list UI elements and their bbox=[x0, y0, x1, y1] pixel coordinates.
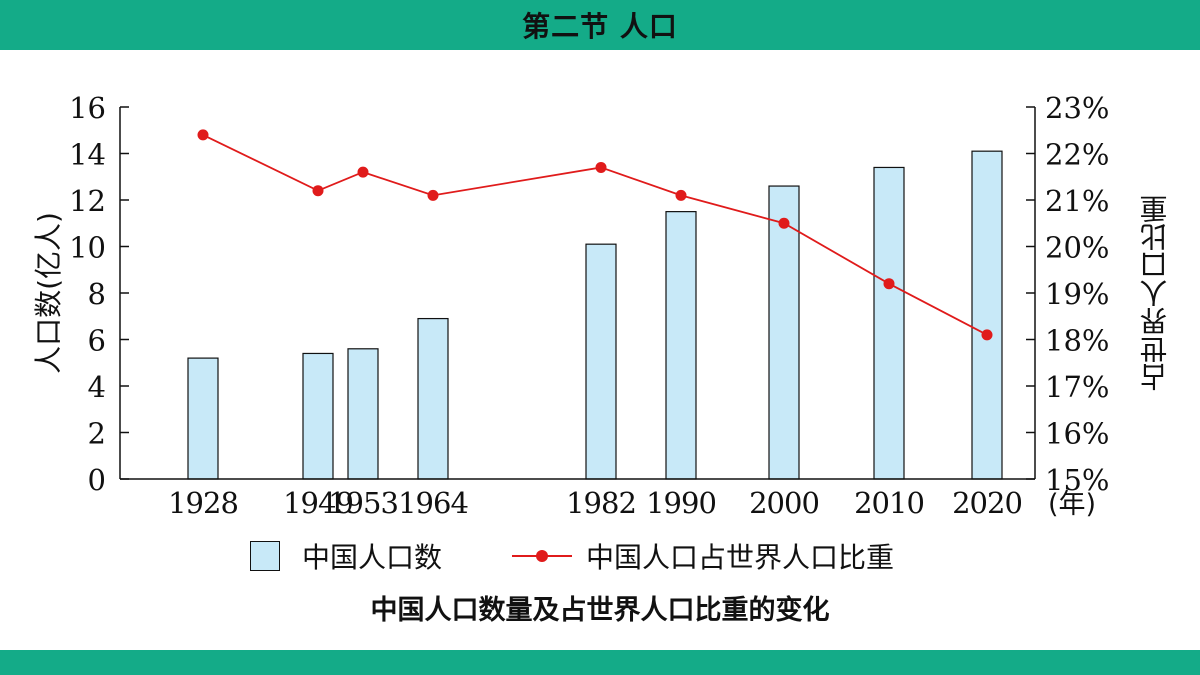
legend-line-label: 中国人口占世界人口比重 bbox=[586, 541, 895, 574]
bar-1982 bbox=[585, 243, 617, 480]
bar-2000 bbox=[768, 185, 800, 480]
share-point-2010 bbox=[883, 278, 895, 290]
share-point-2000 bbox=[778, 217, 790, 229]
bar-2020 bbox=[971, 150, 1003, 480]
x-tick-label-2000: 2000 bbox=[749, 486, 819, 520]
bar-1964 bbox=[417, 317, 449, 480]
share-point-1982 bbox=[595, 161, 607, 173]
share-point-1949 bbox=[312, 185, 324, 197]
left-tick-label-2: 2 bbox=[88, 417, 106, 451]
x-tick-label-1928: 1928 bbox=[168, 486, 238, 520]
x-tick-label-1990: 1990 bbox=[646, 486, 716, 520]
x-tick-label-2010: 2010 bbox=[854, 486, 924, 520]
bar-1928 bbox=[187, 357, 219, 480]
header-bar: 第二节 人口 bbox=[0, 0, 1200, 50]
x-tick-label-1949: 1949 bbox=[283, 486, 353, 520]
right-tick-label-22%: 22% bbox=[1045, 138, 1109, 172]
right-tick-label-21%: 21% bbox=[1045, 184, 1109, 218]
bar-1949 bbox=[302, 352, 334, 480]
share-point-1953 bbox=[357, 166, 369, 178]
legend-item-line: 中国人口占世界人口比重 bbox=[512, 536, 894, 576]
legend-item-bar: 中国人口数 bbox=[250, 536, 442, 576]
legend-bar-label: 中国人口数 bbox=[302, 541, 443, 574]
left-tick-label-16: 16 bbox=[69, 91, 106, 125]
page-title: 第二节 人口 bbox=[522, 10, 678, 43]
right-tick-label-19%: 19% bbox=[1045, 277, 1109, 311]
x-tick-label-1982: 1982 bbox=[566, 486, 636, 520]
right-tick-label-15%: 15% bbox=[1045, 463, 1109, 497]
left-tick-label-8: 8 bbox=[88, 277, 106, 311]
chart-legend: 中国人口数 中国人口占世界人口比重 bbox=[250, 536, 894, 576]
right-tick-label-23%: 23% bbox=[1045, 91, 1109, 125]
x-tick-label-1953: 1953 bbox=[328, 486, 398, 520]
left-tick-label-12: 12 bbox=[69, 184, 106, 218]
bar-1953 bbox=[347, 348, 379, 480]
right-axis-label: 占世界人口比重 bbox=[1139, 195, 1172, 391]
x-tick-label-1964: 1964 bbox=[398, 486, 468, 520]
legend-line-marker bbox=[512, 542, 573, 570]
right-tick-label-16%: 16% bbox=[1045, 417, 1109, 451]
left-tick-label-4: 4 bbox=[88, 370, 106, 404]
share-point-1964 bbox=[427, 189, 439, 201]
x-tick-label-2020: 2020 bbox=[952, 486, 1022, 520]
bar-1990 bbox=[665, 211, 697, 480]
share-point-2020 bbox=[981, 329, 993, 341]
left-tick-label-6: 6 bbox=[88, 324, 106, 358]
share-point-1928 bbox=[197, 129, 209, 141]
left-axis-label: 人口数(亿人) bbox=[32, 212, 65, 374]
chart: 0 2 4 6 8 10 12 14 16 15% 16% 17% 18% 19% 20% 21% 22% 23%… bbox=[32, 91, 1172, 520]
right-tick-label-18%: 18% bbox=[1045, 324, 1109, 358]
left-tick-label-0: 0 bbox=[88, 463, 106, 497]
left-tick-label-10: 10 bbox=[69, 231, 106, 265]
bar-2010 bbox=[873, 166, 905, 480]
x-axis-unit: (年) bbox=[1048, 489, 1096, 520]
legend-bar-swatch bbox=[250, 541, 280, 571]
left-tick-label-14: 14 bbox=[69, 138, 106, 172]
footer-bar bbox=[0, 650, 1200, 675]
chart-title: 中国人口数量及占世界人口比重的变化 bbox=[370, 595, 830, 626]
right-tick-label-20%: 20% bbox=[1045, 231, 1109, 265]
right-tick-label-17%: 17% bbox=[1045, 370, 1109, 404]
share-point-1990 bbox=[675, 189, 687, 201]
